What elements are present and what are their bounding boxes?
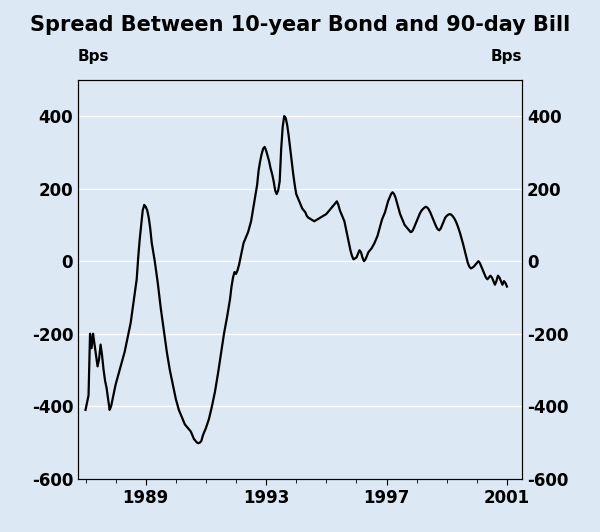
- Text: Spread Between 10-year Bond and 90-day Bill: Spread Between 10-year Bond and 90-day B…: [30, 14, 570, 35]
- Text: Bps: Bps: [491, 49, 522, 64]
- Text: Bps: Bps: [78, 49, 110, 64]
